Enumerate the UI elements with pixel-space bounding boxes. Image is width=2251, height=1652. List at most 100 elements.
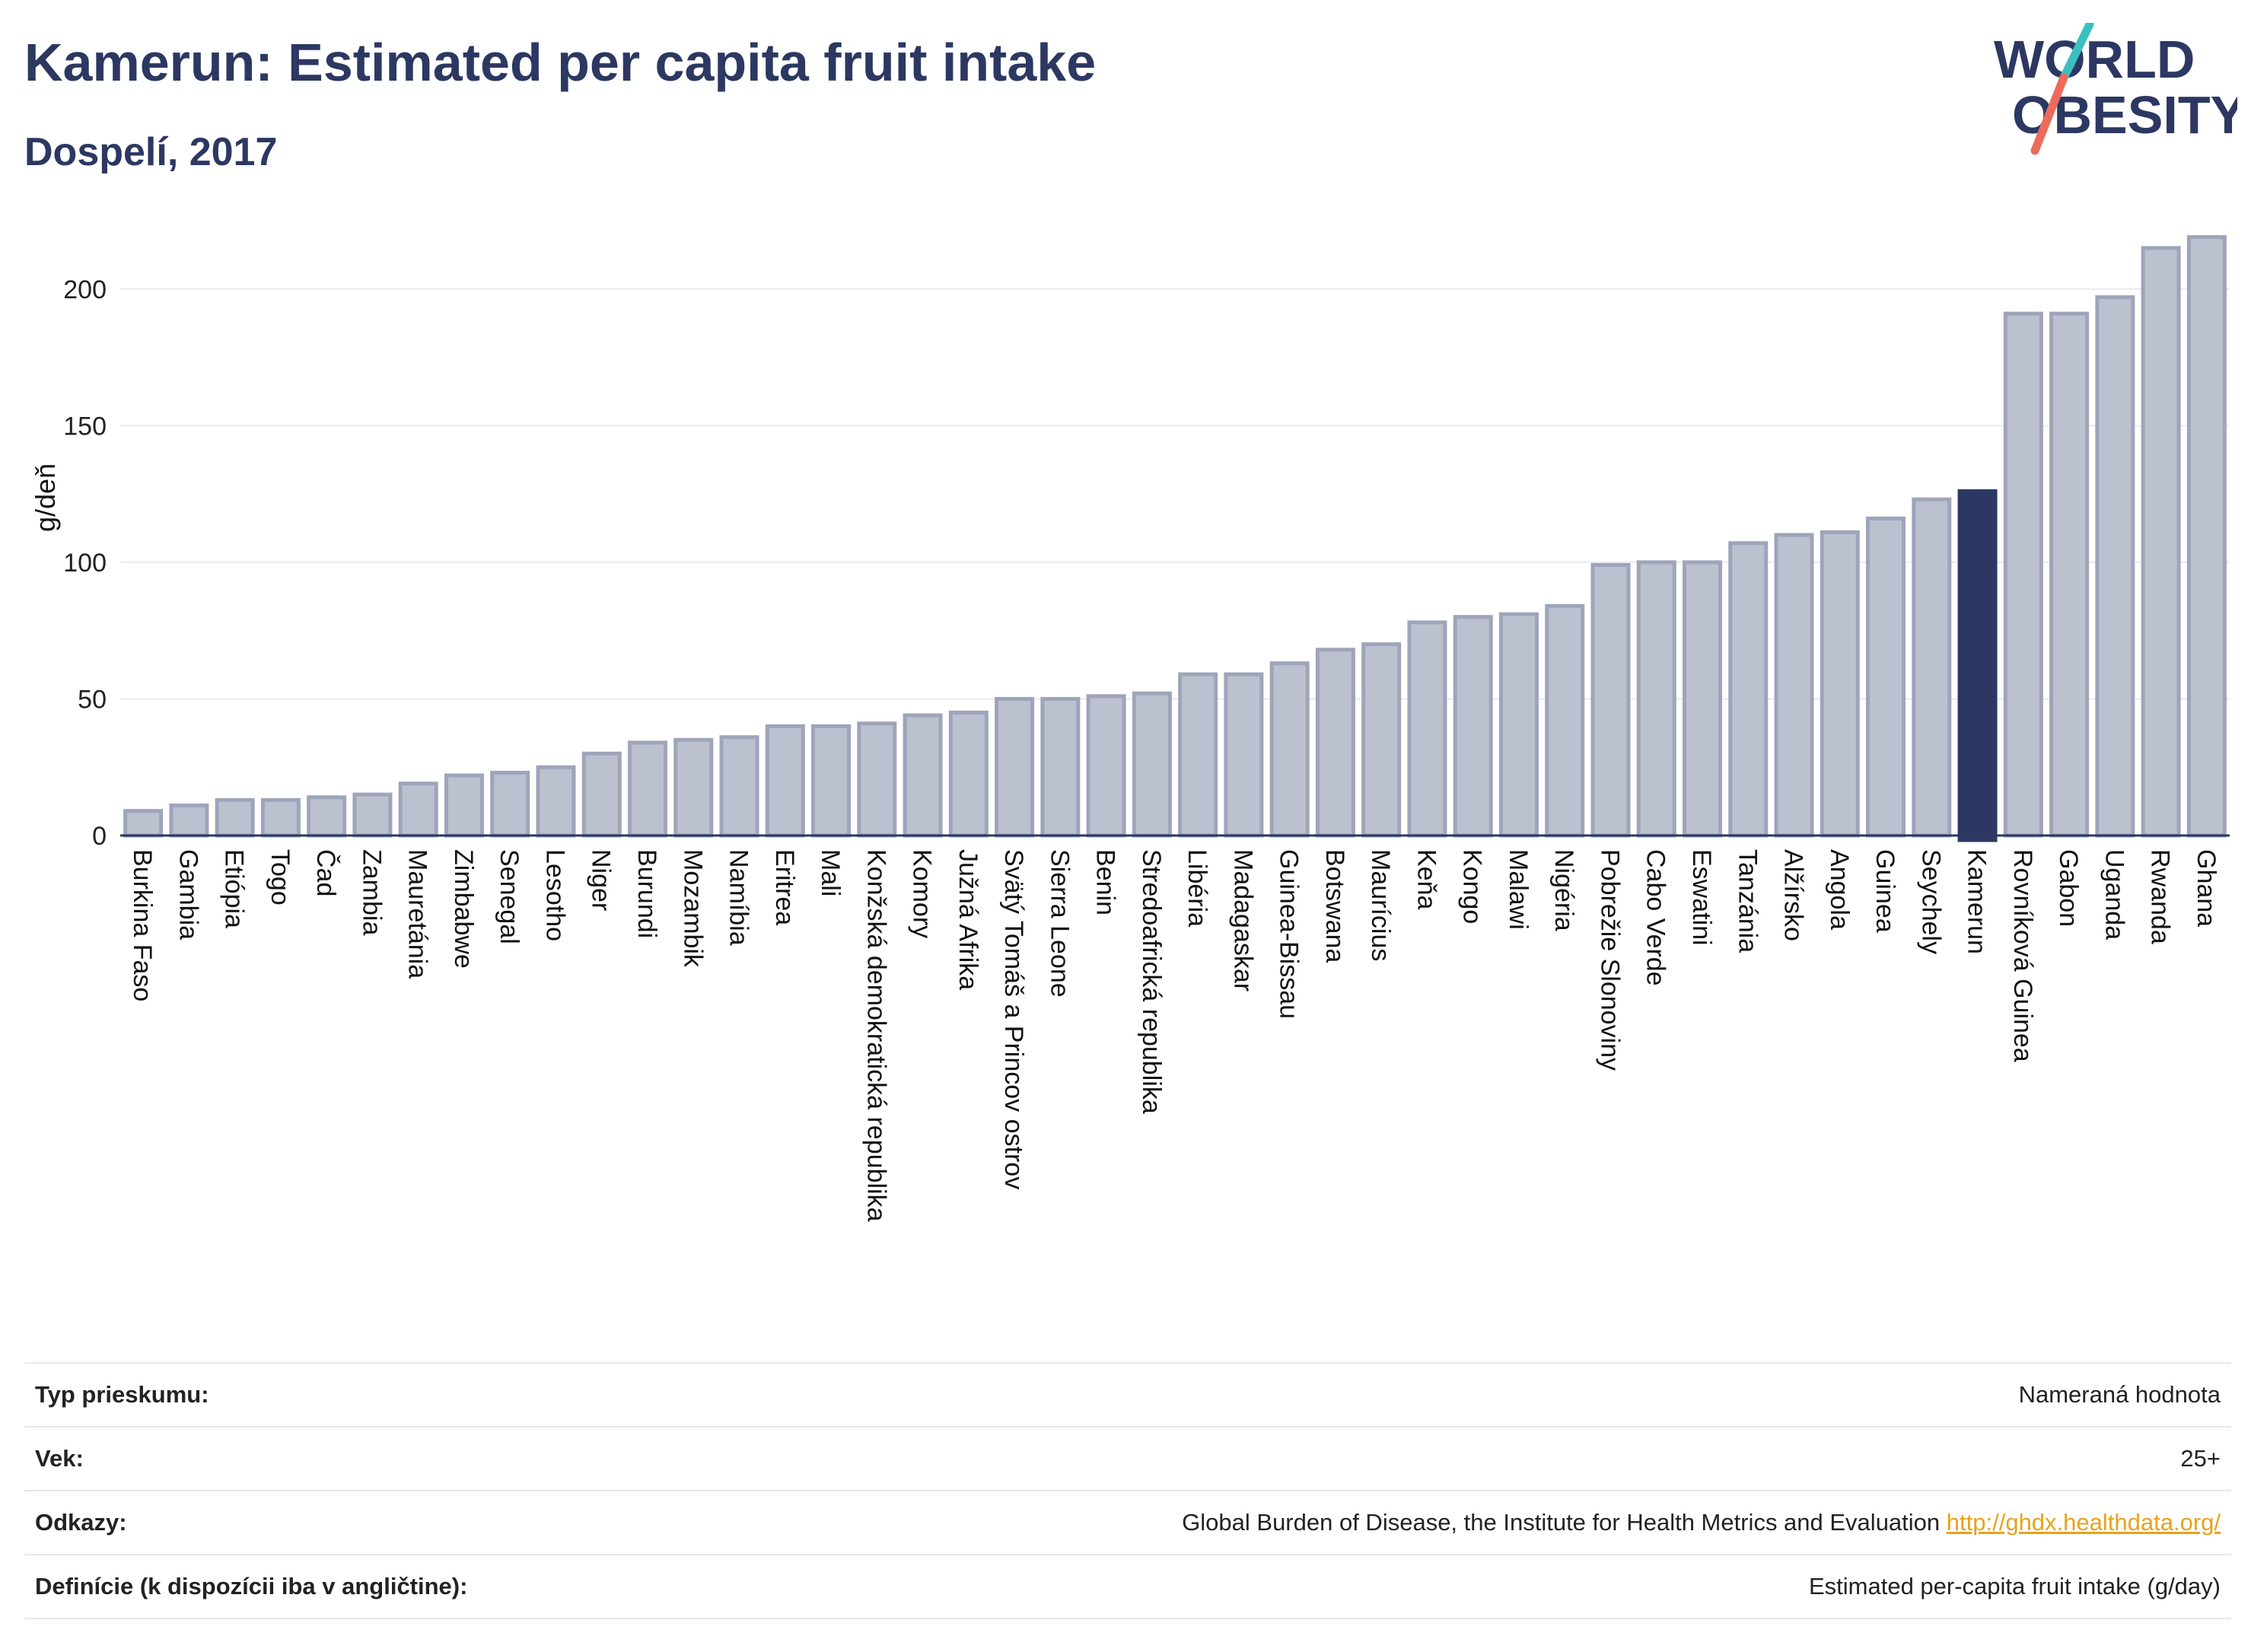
- survey-type-label: Typ prieskumu:: [24, 1362, 686, 1428]
- x-tick-label: Seychely: [1916, 849, 1945, 954]
- bar: [857, 721, 897, 838]
- bar: [1820, 530, 1860, 838]
- x-tick-label: Zimbabwe: [449, 849, 478, 969]
- bar: [352, 792, 393, 838]
- bar: [1086, 694, 1126, 838]
- bar: [995, 696, 1035, 838]
- world-obesity-logo: WORLD OBESITY: [1994, 23, 2237, 155]
- references-link[interactable]: http://ghdx.healthdata.org/: [1946, 1509, 2221, 1536]
- bar: [581, 751, 622, 838]
- x-tick-label: Libéria: [1183, 849, 1211, 927]
- x-tick-label: Malawi: [1504, 849, 1533, 930]
- info-row-definition: Definície (k dispozícii iba v angličtine…: [24, 1555, 2231, 1619]
- bar: [2095, 295, 2135, 838]
- bar: [1590, 562, 1631, 838]
- logo-slash-teal: [2059, 23, 2094, 82]
- bar: [215, 797, 255, 838]
- x-tick-label: Južná Afrika: [954, 849, 982, 990]
- x-tick-label: Rovníková Guinea: [2008, 849, 2037, 1062]
- y-axis-label: g/deň: [30, 463, 61, 532]
- bar: [490, 770, 530, 838]
- y-tick-label: 150: [63, 412, 107, 441]
- logo-text-world: WORLD: [1994, 30, 2195, 89]
- y-tick-label: 200: [63, 275, 107, 304]
- bar: [1498, 612, 1539, 838]
- x-tick-label: Rwanda: [2146, 849, 2175, 944]
- x-tick-label: Namíbia: [724, 849, 753, 946]
- bar: [536, 765, 576, 838]
- bar: [1269, 661, 1310, 838]
- bar: [1224, 672, 1264, 838]
- x-tick-label: Senegal: [495, 849, 524, 944]
- bar: [1315, 648, 1355, 838]
- bar: [1912, 497, 1952, 838]
- x-tick-label: Niger: [587, 849, 616, 911]
- bar: [1040, 696, 1081, 838]
- bar: [1682, 560, 1723, 838]
- age-value: 25+: [686, 1427, 2231, 1491]
- x-tick-label: Burundi: [632, 849, 661, 938]
- x-tick-label: Botswana: [1320, 849, 1349, 963]
- x-axis-labels: Burkina Faso Gambia Etiópia Togo Čad Zambia Ma…: [128, 849, 2221, 1222]
- x-tick-label: Ghana: [2192, 849, 2221, 927]
- bar: [1728, 541, 1769, 838]
- bar: [627, 740, 668, 838]
- x-tick-label: Čad: [311, 849, 340, 896]
- bar: [2049, 311, 2090, 838]
- definition-label: Definície (k dispozícii iba v angličtine…: [24, 1555, 686, 1619]
- info-row-age: Vek: 25+: [24, 1427, 2231, 1491]
- x-tick-label: Burkina Faso: [128, 849, 157, 1001]
- bar: [1178, 672, 1218, 838]
- references-label: Odkazy:: [24, 1491, 686, 1555]
- bar: [765, 724, 805, 838]
- x-tick-label: Togo: [266, 849, 295, 906]
- y-tick-label: 50: [78, 685, 107, 714]
- bar: [260, 797, 301, 838]
- x-tick-label: Mozambik: [678, 849, 707, 968]
- x-tick-label: Kamerun: [1963, 849, 1992, 954]
- x-tick-label: Maurícius: [1366, 849, 1395, 961]
- age-label: Vek:: [24, 1427, 686, 1491]
- bar: [169, 803, 209, 838]
- bar: [2141, 246, 2181, 838]
- x-tick-label: Tanzánia: [1733, 849, 1762, 953]
- bar: [811, 724, 852, 838]
- bar: [398, 781, 438, 838]
- x-tick-label: Eswatini: [1687, 849, 1716, 946]
- x-tick-label: Sierra Leone: [1045, 849, 1074, 998]
- x-tick-label: Alžírsko: [1779, 849, 1808, 941]
- x-tick-label: Nigéria: [1549, 849, 1578, 931]
- y-axis-ticks: 0 50 100 150 200: [63, 275, 107, 851]
- chart-subtitle: Dospelí, 2017: [24, 130, 278, 174]
- logo-slash-coral: [2030, 73, 2068, 155]
- x-tick-label: Eritrea: [770, 849, 799, 925]
- y-tick-label: 0: [92, 822, 107, 851]
- chart-title: Kamerun: Estimated per capita fruit inta…: [24, 33, 1097, 92]
- x-tick-label: Keňa: [1412, 849, 1441, 909]
- bar: [1407, 620, 1447, 838]
- bar: [1957, 489, 1998, 842]
- y-tick-label: 100: [63, 549, 107, 578]
- info-row-survey: Typ prieskumu: Nameraná hodnota: [24, 1362, 2231, 1428]
- bar: [1132, 691, 1172, 838]
- x-tick-label: Mali: [816, 849, 845, 896]
- bar: [673, 737, 714, 838]
- x-tick-label: Cabo Verde: [1641, 849, 1670, 986]
- bar: [2003, 311, 2043, 838]
- info-table: Typ prieskumu: Nameraná hodnota Vek: 25+…: [24, 1362, 2231, 1619]
- bars: [123, 235, 2227, 842]
- bar: [1361, 642, 1402, 838]
- bar: [123, 809, 164, 838]
- info-row-references: Odkazy: Global Burden of Disease, the In…: [24, 1491, 2231, 1555]
- bar: [1636, 560, 1676, 838]
- x-tick-label: Uganda: [2100, 849, 2128, 940]
- x-tick-label: Svätý Tomáš a Princov ostrov: [999, 849, 1028, 1189]
- x-tick-label: Mauretánia: [403, 849, 432, 979]
- bar: [2186, 235, 2227, 838]
- x-tick-label: Gabon: [2054, 849, 2083, 927]
- bar: [307, 795, 347, 838]
- bar: [1545, 603, 1585, 838]
- bar: [903, 713, 943, 838]
- x-tick-label: Pobrežie Slonoviny: [1595, 849, 1624, 1071]
- bar: [444, 773, 484, 838]
